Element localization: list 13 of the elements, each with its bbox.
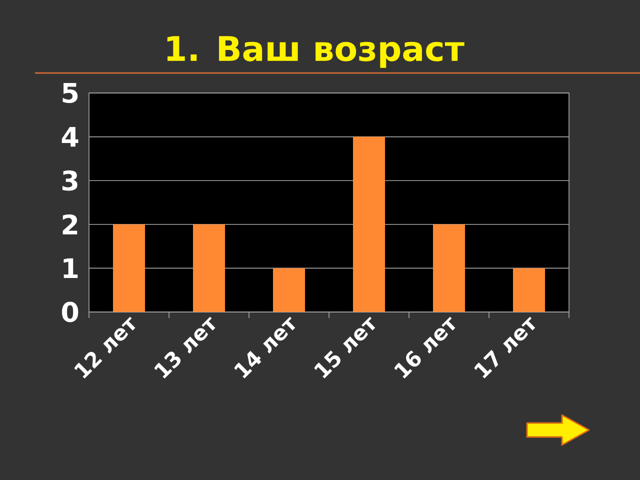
y-tick-label: 2 — [62, 214, 78, 234]
bar — [113, 224, 145, 312]
y-tick-label: 5 — [62, 82, 78, 104]
bar — [512, 268, 545, 312]
y-tick-label: 1 — [64, 258, 78, 278]
chart-title: 1. Ваш возраст — [167, 36, 464, 68]
bar — [193, 224, 225, 312]
y-tick-label: 0 — [62, 302, 78, 322]
bar — [273, 268, 305, 312]
y-tick-label: 4 — [62, 126, 78, 147]
bar — [433, 224, 465, 312]
y-tick-label: 3 — [62, 170, 78, 191]
bar — [353, 136, 385, 312]
